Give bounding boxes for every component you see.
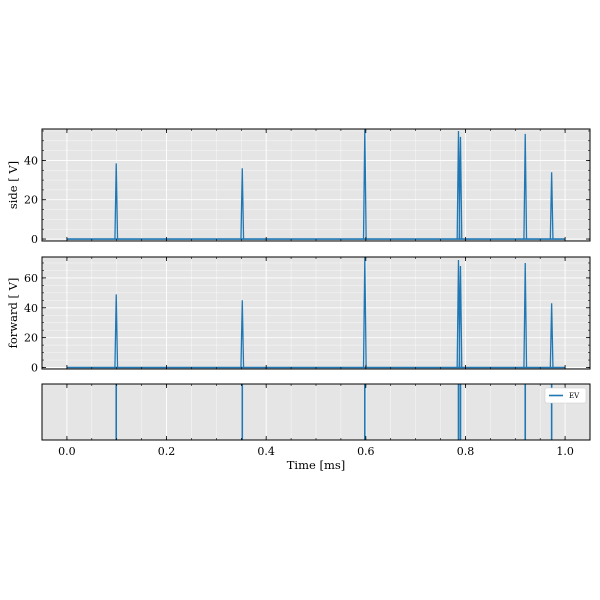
y-axis-label: side [ V] xyxy=(6,161,20,209)
panel-1: 0 20 40 side [ V] xyxy=(6,128,591,246)
y-tick-label: 20 xyxy=(24,194,38,207)
spike xyxy=(362,129,367,240)
legend-box xyxy=(544,387,587,404)
spike xyxy=(523,133,528,240)
spike xyxy=(523,262,528,368)
grid-lines xyxy=(66,384,566,440)
y-tick-label: 40 xyxy=(24,302,38,315)
y-tick-label: 20 xyxy=(24,332,38,345)
spike xyxy=(549,303,554,368)
x-tick-label: 1.0 xyxy=(556,445,574,458)
spike xyxy=(240,168,245,240)
y-axis-label: forward [ V] xyxy=(6,278,20,349)
spike xyxy=(362,257,367,368)
x-tick-label: 0.8 xyxy=(457,445,475,458)
spike xyxy=(458,265,463,368)
panel-3: 0.0 0.2 0.4 0.6 0.8 1.0 Time [ms] EV xyxy=(41,383,591,472)
spike xyxy=(114,294,119,368)
y-tick-label: 40 xyxy=(24,154,38,167)
spike xyxy=(240,300,245,368)
spike xyxy=(458,136,463,240)
x-axis-label: Time [ms] xyxy=(287,458,346,472)
panel-2: 0 20 40 60 forward [ V] xyxy=(6,256,591,375)
y-tick-label: 0 xyxy=(31,233,38,246)
spike xyxy=(549,172,554,240)
y-tick-label: 60 xyxy=(24,272,38,285)
spike xyxy=(114,163,119,240)
x-tick-label: 0.4 xyxy=(257,445,275,458)
series-group xyxy=(115,384,553,440)
legend: EV xyxy=(544,387,587,404)
legend-label: EV xyxy=(569,392,580,400)
x-tick-label: 0.0 xyxy=(58,445,76,458)
y-tick-label: 0 xyxy=(31,362,38,375)
x-tick-label: 0.6 xyxy=(357,445,375,458)
x-tick-label: 0.2 xyxy=(158,445,176,458)
